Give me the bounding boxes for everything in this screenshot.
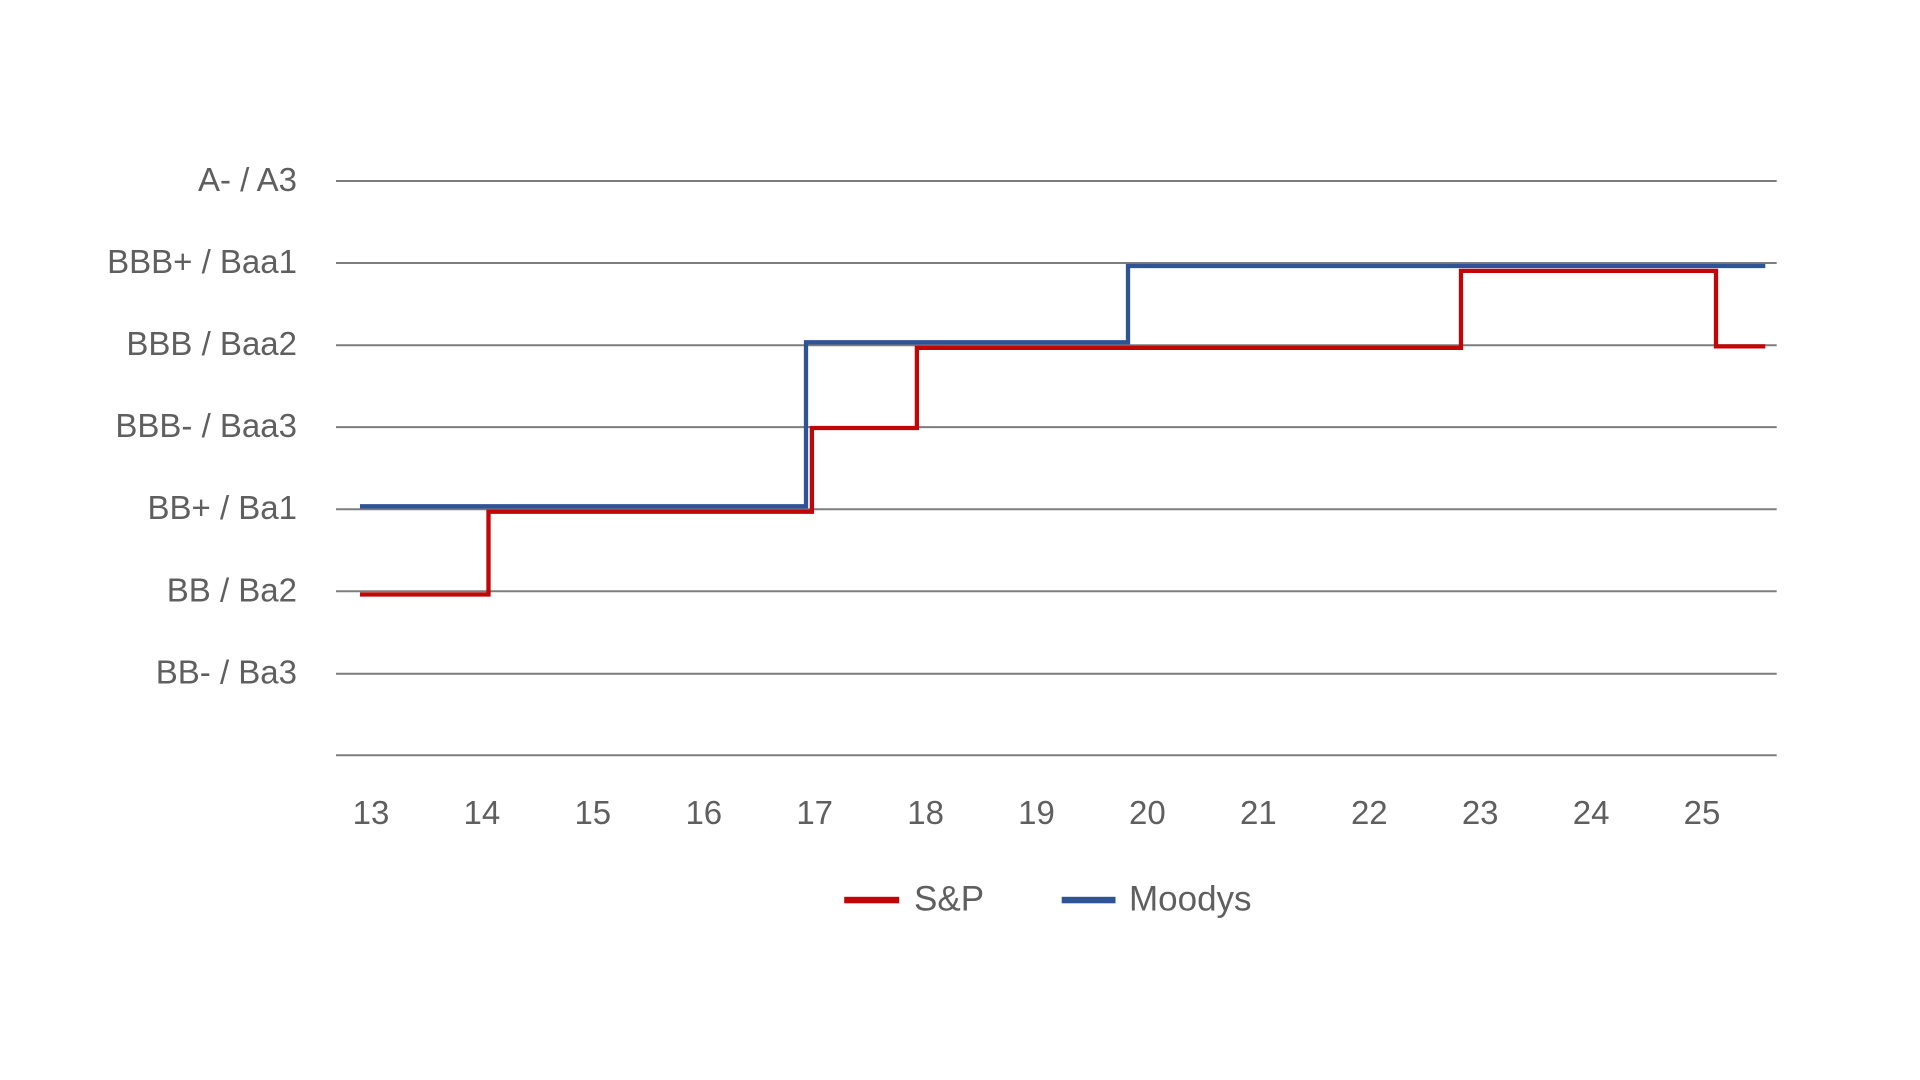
svg-text:17: 17 — [796, 794, 833, 831]
svg-text:BBB+ / Baa1: BBB+ / Baa1 — [107, 243, 297, 280]
svg-text:16: 16 — [685, 794, 722, 831]
svg-text:BBB / Baa2: BBB / Baa2 — [126, 325, 297, 362]
svg-text:BBB- / Baa3: BBB- / Baa3 — [115, 407, 297, 444]
svg-text:14: 14 — [464, 794, 501, 831]
svg-text:22: 22 — [1351, 794, 1388, 831]
svg-text:BB / Ba2: BB / Ba2 — [167, 571, 297, 608]
svg-text:25: 25 — [1684, 794, 1721, 831]
svg-text:23: 23 — [1462, 794, 1499, 831]
svg-text:20: 20 — [1129, 794, 1166, 831]
svg-text:BB- / Ba3: BB- / Ba3 — [156, 654, 297, 691]
svg-text:13: 13 — [353, 794, 390, 831]
svg-text:24: 24 — [1573, 794, 1610, 831]
svg-text:S&P: S&P — [914, 880, 984, 919]
svg-text:BB+ / Ba1: BB+ / Ba1 — [147, 489, 297, 526]
svg-text:15: 15 — [574, 794, 611, 831]
svg-text:18: 18 — [907, 794, 944, 831]
svg-text:Moodys: Moodys — [1129, 880, 1252, 919]
svg-text:A- / A3: A- / A3 — [198, 161, 297, 198]
svg-text:19: 19 — [1018, 794, 1055, 831]
svg-text:21: 21 — [1240, 794, 1277, 831]
